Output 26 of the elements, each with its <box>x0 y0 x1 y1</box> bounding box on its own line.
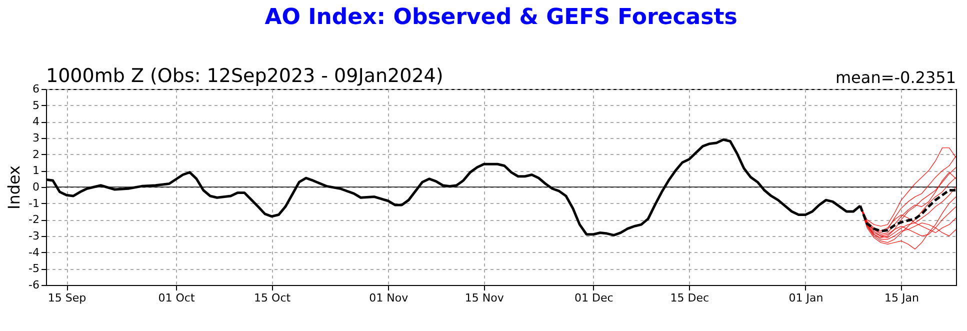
x-tick-label: 01 Dec <box>574 292 614 304</box>
y-axis-title: Index <box>4 165 24 210</box>
x-tick-label: 01 Jan <box>788 292 824 304</box>
x-tick-label: 15 Dec <box>670 292 710 304</box>
y-tick-label: 6 <box>32 82 40 96</box>
y-tick-label: 2 <box>32 148 40 161</box>
y-tick-label: 0 <box>32 180 40 194</box>
y-tick-label: 5 <box>32 98 40 112</box>
y-tick-label: -4 <box>28 246 40 259</box>
y-tick-label: -1 <box>28 196 40 210</box>
y-tick-label: -5 <box>28 262 40 276</box>
x-tick-label: 15 Sep <box>48 292 86 304</box>
x-tick-label: 15 Jan <box>884 292 920 304</box>
x-tick-label: 15 Nov <box>464 292 504 304</box>
y-tick-label: -3 <box>28 230 40 242</box>
text: mean=-0.2351 <box>835 68 956 87</box>
x-tick-label: 15 Oct <box>254 292 292 304</box>
y-tick-label: -6 <box>28 278 40 292</box>
y-tick-label: -2 <box>28 213 40 226</box>
y-tick-label: 3 <box>32 132 40 144</box>
chart-subtitle: 1000mb Z (Obs: 12Sep2023 - 09Jan2024) <box>46 65 444 87</box>
chart-title: AO Index: Observed & GEFS Forecasts <box>264 5 738 30</box>
y-tick-label: 1 <box>32 164 40 178</box>
x-tick-label: 01 Nov <box>369 292 409 304</box>
y-tick-label: 4 <box>32 115 40 128</box>
x-tick-label: 01 Oct <box>158 292 196 304</box>
